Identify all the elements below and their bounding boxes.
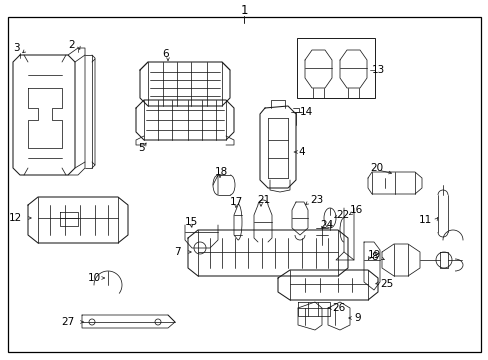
Text: 24: 24 (319, 220, 332, 230)
Text: 16: 16 (349, 205, 363, 215)
Text: 22: 22 (335, 210, 348, 220)
Text: 5: 5 (138, 143, 144, 153)
Text: 7: 7 (174, 247, 181, 257)
Text: 27: 27 (61, 317, 74, 327)
Text: 2: 2 (68, 40, 75, 50)
Text: 11: 11 (418, 215, 431, 225)
Bar (296, 38, 374, 98)
Text: 13: 13 (371, 65, 385, 75)
Text: 14: 14 (299, 107, 313, 117)
Text: 21: 21 (257, 195, 270, 205)
Text: 10: 10 (88, 273, 101, 283)
Text: 9: 9 (353, 313, 360, 323)
Text: 18: 18 (215, 167, 228, 177)
Text: 8: 8 (370, 252, 377, 262)
Text: 25: 25 (379, 279, 392, 289)
Text: 17: 17 (229, 197, 243, 207)
Text: 1: 1 (240, 4, 247, 17)
Text: 15: 15 (184, 217, 198, 227)
Text: 26: 26 (331, 303, 345, 313)
Text: 20: 20 (369, 163, 382, 173)
Text: 19: 19 (367, 250, 381, 260)
Text: 12: 12 (9, 213, 22, 223)
Text: 6: 6 (162, 49, 168, 59)
Text: 3: 3 (13, 43, 20, 53)
Text: 23: 23 (309, 195, 323, 205)
Text: 4: 4 (297, 147, 304, 157)
